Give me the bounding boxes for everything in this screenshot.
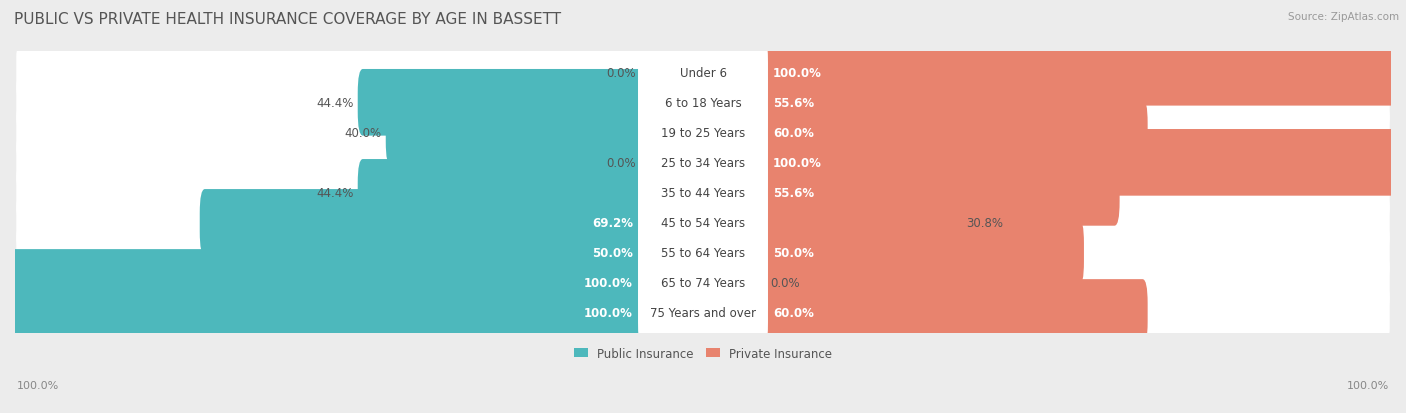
Text: 65 to 74 Years: 65 to 74 Years bbox=[661, 276, 745, 289]
FancyBboxPatch shape bbox=[755, 160, 1119, 226]
FancyBboxPatch shape bbox=[17, 229, 1389, 277]
Text: 55.6%: 55.6% bbox=[773, 97, 814, 109]
Text: Under 6: Under 6 bbox=[679, 66, 727, 80]
Text: 45 to 54 Years: 45 to 54 Years bbox=[661, 216, 745, 229]
Text: 40.0%: 40.0% bbox=[344, 126, 381, 140]
Text: 50.0%: 50.0% bbox=[592, 246, 633, 259]
Text: 25 to 34 Years: 25 to 34 Years bbox=[661, 157, 745, 169]
FancyBboxPatch shape bbox=[638, 177, 768, 269]
Text: 100.0%: 100.0% bbox=[583, 306, 633, 319]
Text: 55.6%: 55.6% bbox=[773, 186, 814, 199]
FancyBboxPatch shape bbox=[357, 160, 651, 226]
Text: 44.4%: 44.4% bbox=[316, 97, 353, 109]
FancyBboxPatch shape bbox=[755, 220, 1084, 286]
FancyBboxPatch shape bbox=[17, 139, 1389, 187]
Text: 0.0%: 0.0% bbox=[606, 157, 636, 169]
Text: 100.0%: 100.0% bbox=[773, 66, 823, 80]
FancyBboxPatch shape bbox=[17, 199, 1389, 247]
FancyBboxPatch shape bbox=[322, 220, 651, 286]
Text: 0.0%: 0.0% bbox=[606, 66, 636, 80]
Text: 60.0%: 60.0% bbox=[773, 126, 814, 140]
Text: 44.4%: 44.4% bbox=[316, 186, 353, 199]
FancyBboxPatch shape bbox=[755, 190, 962, 256]
Text: 75 Years and over: 75 Years and over bbox=[650, 306, 756, 319]
FancyBboxPatch shape bbox=[200, 190, 651, 256]
Text: 50.0%: 50.0% bbox=[773, 246, 814, 259]
Text: 60.0%: 60.0% bbox=[773, 306, 814, 319]
FancyBboxPatch shape bbox=[638, 57, 768, 149]
Text: 100.0%: 100.0% bbox=[1347, 380, 1389, 390]
Text: 0.0%: 0.0% bbox=[770, 276, 800, 289]
FancyBboxPatch shape bbox=[755, 130, 1402, 196]
FancyBboxPatch shape bbox=[638, 237, 768, 329]
Text: 100.0%: 100.0% bbox=[17, 380, 59, 390]
FancyBboxPatch shape bbox=[638, 147, 768, 239]
FancyBboxPatch shape bbox=[755, 100, 1147, 166]
Text: 100.0%: 100.0% bbox=[583, 276, 633, 289]
Text: 6 to 18 Years: 6 to 18 Years bbox=[665, 97, 741, 109]
Text: 100.0%: 100.0% bbox=[773, 157, 823, 169]
FancyBboxPatch shape bbox=[755, 280, 1147, 346]
Text: 19 to 25 Years: 19 to 25 Years bbox=[661, 126, 745, 140]
FancyBboxPatch shape bbox=[638, 27, 768, 119]
FancyBboxPatch shape bbox=[638, 267, 768, 358]
Text: PUBLIC VS PRIVATE HEALTH INSURANCE COVERAGE BY AGE IN BASSETT: PUBLIC VS PRIVATE HEALTH INSURANCE COVER… bbox=[14, 12, 561, 27]
FancyBboxPatch shape bbox=[357, 70, 651, 136]
FancyBboxPatch shape bbox=[4, 249, 651, 316]
FancyBboxPatch shape bbox=[17, 259, 1389, 307]
FancyBboxPatch shape bbox=[17, 49, 1389, 97]
Text: 55 to 64 Years: 55 to 64 Years bbox=[661, 246, 745, 259]
FancyBboxPatch shape bbox=[17, 109, 1389, 157]
FancyBboxPatch shape bbox=[385, 100, 651, 166]
Text: 69.2%: 69.2% bbox=[592, 216, 633, 229]
FancyBboxPatch shape bbox=[17, 79, 1389, 127]
FancyBboxPatch shape bbox=[638, 87, 768, 179]
FancyBboxPatch shape bbox=[755, 70, 1119, 136]
FancyBboxPatch shape bbox=[17, 169, 1389, 217]
Legend: Public Insurance, Private Insurance: Public Insurance, Private Insurance bbox=[569, 342, 837, 364]
FancyBboxPatch shape bbox=[17, 289, 1389, 337]
Text: 35 to 44 Years: 35 to 44 Years bbox=[661, 186, 745, 199]
Text: Source: ZipAtlas.com: Source: ZipAtlas.com bbox=[1288, 12, 1399, 22]
FancyBboxPatch shape bbox=[755, 40, 1402, 106]
FancyBboxPatch shape bbox=[638, 207, 768, 299]
Text: 30.8%: 30.8% bbox=[966, 216, 1002, 229]
FancyBboxPatch shape bbox=[4, 280, 651, 346]
FancyBboxPatch shape bbox=[638, 117, 768, 209]
